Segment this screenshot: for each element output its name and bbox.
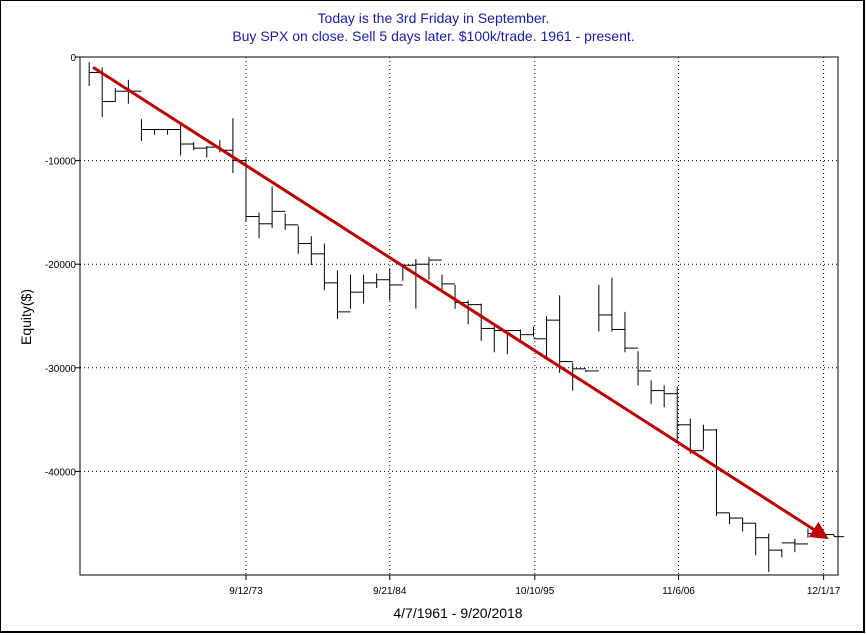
equity-series: [88, 62, 845, 572]
x-tick-label: 9/21/84: [373, 586, 407, 597]
chart-title: Today is the 3rd Friday in September.: [317, 10, 550, 26]
x-tick-label: 12/1/17: [807, 586, 841, 597]
x-tick-label: 11/6/06: [662, 586, 695, 597]
grid-lines: [80, 57, 838, 575]
x-axis-label: 4/7/1961 - 9/20/2018: [393, 605, 522, 621]
plot-area: [79, 56, 839, 576]
y-tick-label: -30000: [45, 364, 77, 375]
chart-subtitle: Buy SPX on close. Sell 5 days later. $10…: [232, 28, 635, 44]
y-tick-label: -40000: [45, 467, 77, 478]
trend-arrow: [92, 66, 829, 540]
y-tick-label: 0: [70, 53, 76, 64]
y-axis-label: Equity($): [18, 289, 34, 345]
x-tick-label: 9/12/73: [229, 586, 263, 597]
y-axis-ticks: 0 -10000 -20000 -30000 -40000: [45, 53, 80, 478]
x-axis-ticks: 9/12/73 9/21/84 10/10/95 11/6/06 12/1/17: [229, 575, 841, 597]
x-tick-label: 10/10/95: [515, 586, 554, 597]
y-tick-label: -20000: [45, 260, 77, 271]
y-tick-label: -10000: [45, 157, 77, 168]
